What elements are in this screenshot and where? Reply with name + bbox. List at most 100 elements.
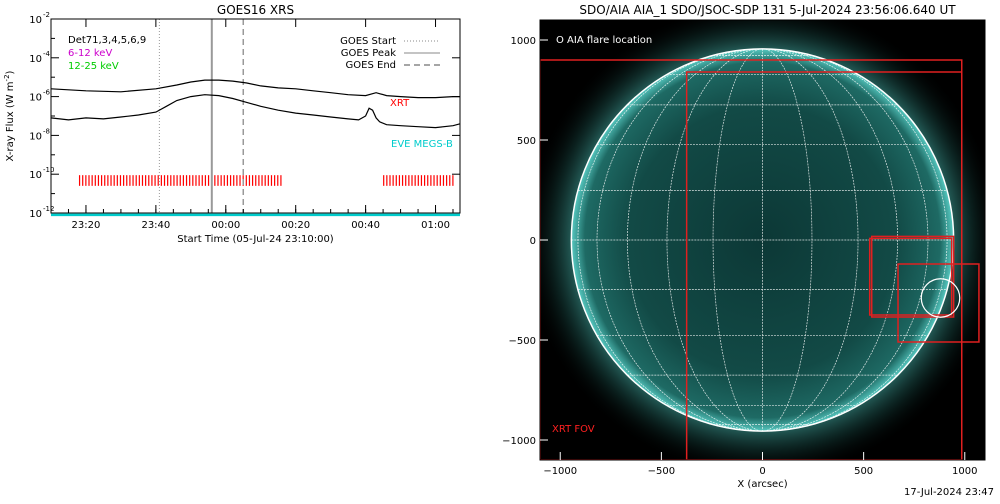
y-tick-exponent: -2 [43, 11, 50, 19]
xrt-coverage-mark [192, 175, 194, 186]
xrt-coverage-mark [239, 175, 241, 186]
aia-image-chart: SDO/AIA AIA_1 SDO/JSOC-SDP 131 5-Jul-202… [490, 0, 1000, 500]
legend-left-2: 12-25 keV [68, 61, 119, 72]
x-tick-label: 00:20 [281, 220, 310, 231]
xrt-coverage-mark [252, 175, 254, 186]
xrt-coverage-mark [167, 175, 169, 186]
xrt-coverage-mark [427, 175, 429, 186]
xrt-coverage-mark [148, 175, 150, 186]
xrt-coverage-mark [233, 175, 235, 186]
xrt-coverage-mark [270, 175, 273, 186]
x-axis-label: Start Time (05-Jul-24 23:10:00) [177, 234, 334, 245]
xrt-coverage-mark [442, 175, 445, 186]
xrt-coverage-mark [173, 175, 175, 186]
xrt-coverage-mark [179, 175, 181, 186]
legend-left-1: 6-12 keV [68, 48, 112, 59]
xrt-coverage-mark [94, 175, 96, 186]
aia-x-tick-label: −500 [648, 466, 675, 477]
xrt-coverage-mark [449, 175, 451, 186]
xrt-coverage-mark [97, 175, 100, 186]
xrt-coverage-mark [261, 175, 263, 186]
xrt-coverage-mark [91, 175, 93, 186]
aia-y-tick-label: 0 [530, 236, 536, 247]
y-tick-exponent: -4 [43, 50, 51, 58]
y-tick-label: 10 [29, 54, 42, 65]
chart-title: GOES16 XRS [217, 3, 294, 17]
longitude-line [712, 48, 763, 432]
xrt-fov-rect-3 [870, 235, 955, 318]
aia-image [540, 20, 985, 460]
xrt-coverage-mark [417, 175, 419, 186]
eve-annotation: EVE MEGS-B [391, 139, 453, 150]
aia-y-tick-label: 500 [517, 136, 536, 147]
aia-y-tick-label: 1000 [511, 36, 536, 47]
x-tick-label: 00:00 [211, 220, 240, 231]
xrt-coverage-mark [277, 175, 279, 186]
longitude-line [666, 48, 763, 432]
longitude-line [596, 48, 763, 432]
xrt-coverage-mark [185, 175, 188, 186]
xrt-coverage-mark [198, 175, 200, 186]
xrt-coverage-mark [433, 175, 435, 186]
xrt-coverage-mark [439, 175, 441, 186]
xrt-coverage-mark [258, 175, 260, 186]
aia-x-tick-label: −1000 [543, 466, 577, 477]
longitude-line [762, 48, 898, 432]
xrt-fov-label: XRT FOV [552, 424, 595, 435]
xrt-coverage-mark [157, 175, 159, 186]
y-tick-label: 10 [29, 93, 42, 104]
legend-right-1: GOES Peak [341, 48, 396, 59]
xrt-coverage-mark [405, 175, 407, 186]
xrt-coverage-mark [395, 175, 397, 186]
xrt-coverage-mark [110, 175, 112, 186]
xrt-coverage-mark [195, 175, 197, 186]
xrt-coverage-mark [452, 175, 454, 186]
xrt-coverage-mark [236, 175, 238, 186]
x-tick-label: 00:40 [351, 220, 380, 231]
xrt-coverage-mark [113, 175, 115, 186]
legend-left-0: Det71,3,4,5,6,9 [68, 35, 146, 46]
xrt-fov-rect-1 [685, 71, 963, 460]
xrt-coverage-mark [170, 175, 172, 186]
xrt-coverage-mark [245, 175, 247, 186]
xrt-coverage-mark [392, 175, 394, 186]
xrt-coverage-mark [116, 175, 118, 186]
footer-timestamp: 17-Jul-2024 23:47 [903, 487, 994, 498]
aia-y-tick-label: −500 [509, 336, 536, 347]
aia-x-tick-label: 1000 [952, 466, 977, 477]
y-tick-label: 10 [29, 170, 42, 181]
aia-x-axis-label: X (arcsec) [737, 479, 787, 490]
xrt-coverage-mark [100, 175, 103, 186]
xrt-coverage-mark [176, 175, 178, 186]
xrt-coverage-mark [82, 175, 84, 186]
y-tick-label: 10 [29, 15, 42, 26]
longitude-line [762, 48, 859, 432]
xrt-coverage-mark [401, 175, 404, 186]
y-tick-exponent: -6 [43, 89, 51, 97]
xrt-fov-rect-2 [868, 237, 953, 316]
xrt-coverage-mark [408, 175, 410, 186]
xrt-coverage-mark [154, 175, 156, 186]
xrt-coverage-mark [207, 175, 210, 186]
xrt-coverage-mark [151, 175, 153, 186]
longitude-line [627, 48, 763, 432]
xrt-coverage-mark [446, 175, 448, 186]
xrt-coverage-mark [220, 175, 222, 186]
y-axis-label: X-ray Flux (W m-2) [3, 70, 16, 161]
aia-chart-canvas: SDO/AIA AIA_1 SDO/JSOC-SDP 131 5-Jul-202… [502, 3, 986, 490]
xrt-coverage-mark [78, 175, 81, 186]
xrt-coverage-mark [119, 175, 122, 186]
x-tick-label: 23:40 [141, 220, 170, 231]
xrt-coverage-mark [436, 175, 438, 186]
xrt-coverage-mark [129, 175, 131, 186]
series-line-0 [50, 79, 460, 99]
xrt-coverage-mark [88, 175, 90, 186]
xrt-coverage-mark [274, 175, 276, 186]
xrt-coverage-mark [104, 175, 106, 186]
solar-grid [571, 48, 954, 432]
xrt-coverage-mark [226, 175, 229, 186]
xrt-coverage-mark [414, 175, 416, 186]
xrt-coverage-0 [78, 175, 282, 186]
xrt-coverage-mark [280, 175, 282, 186]
xrt-coverage-mark [229, 175, 232, 186]
